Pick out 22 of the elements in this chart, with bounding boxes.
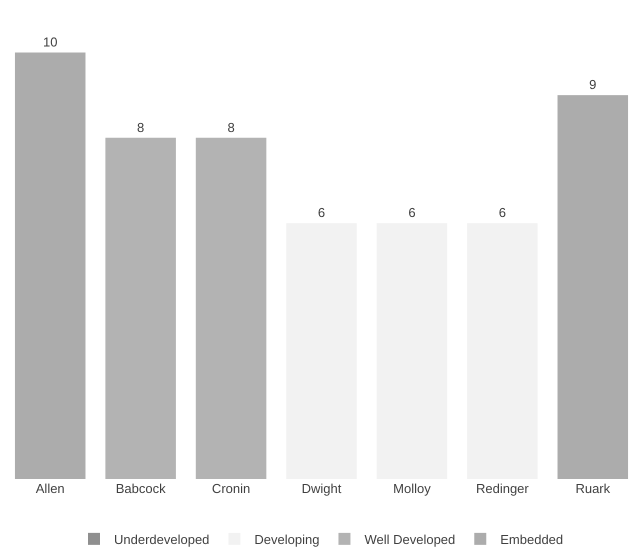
data-label: 6 xyxy=(318,205,326,220)
data-label: 6 xyxy=(408,205,416,220)
legend-label: Well Developed xyxy=(364,532,456,547)
data-label: 6 xyxy=(498,205,506,220)
bar xyxy=(14,52,86,479)
bar xyxy=(196,138,266,479)
x-tick-label: Molloy xyxy=(393,481,432,496)
x-tick-label: Allen xyxy=(36,481,65,496)
bar xyxy=(105,138,176,479)
x-tick-label: Ruark xyxy=(575,481,611,496)
data-label: 8 xyxy=(137,120,144,135)
data-label: 8 xyxy=(227,120,235,135)
legend-label: Embedded xyxy=(500,532,564,547)
bar xyxy=(558,95,628,479)
legend-label: Underdeveloped xyxy=(114,532,210,547)
legend-label: Developing xyxy=(254,532,320,547)
data-label: 10 xyxy=(42,34,58,50)
data-label: 9 xyxy=(589,77,596,92)
x-tick-label: Redinger xyxy=(476,481,530,496)
x-tick-label: Dwight xyxy=(302,481,342,496)
x-tick-label: Babcock xyxy=(116,481,166,496)
x-tick-label: Cronin xyxy=(212,481,250,496)
